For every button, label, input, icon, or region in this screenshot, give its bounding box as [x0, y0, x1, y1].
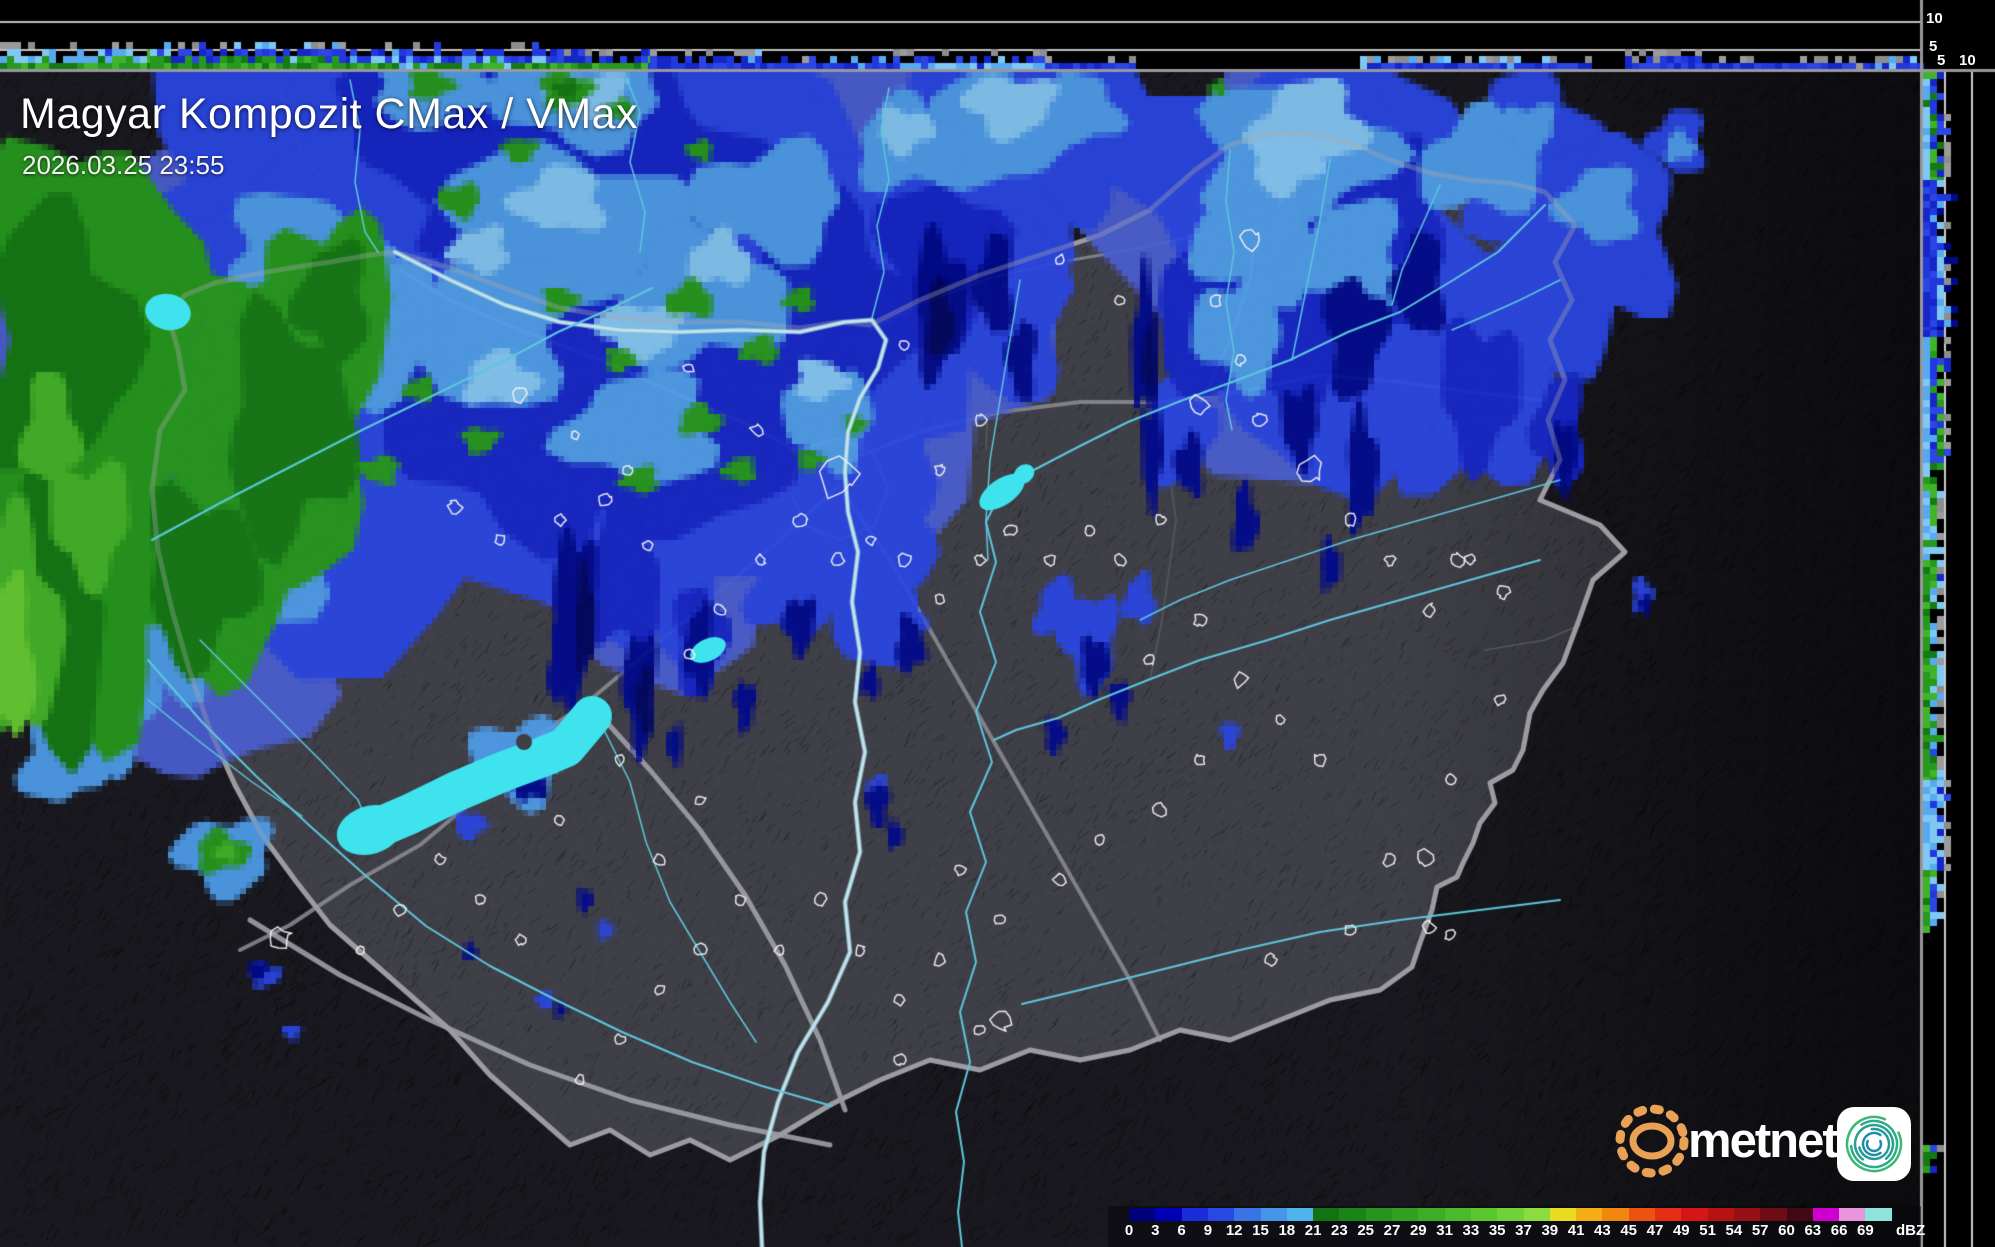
colorbar-cell — [1549, 1208, 1577, 1221]
colorbar-tick: 23 — [1331, 1222, 1348, 1239]
colorbar-cell — [1392, 1208, 1419, 1221]
colorbar-tick: 27 — [1383, 1222, 1401, 1239]
colorbar-cell — [1286, 1208, 1314, 1221]
colorbar-tick: 15 — [1252, 1222, 1269, 1239]
colorbar-cell — [1839, 1208, 1866, 1221]
metnet-sun-icon — [1615, 1104, 1689, 1178]
colorbar-tick: 47 — [1646, 1222, 1664, 1239]
colorbar-tick: 18 — [1278, 1222, 1296, 1239]
top-profile-10km-label: 10 — [1926, 10, 1943, 27]
colorbar-tick: 31 — [1436, 1222, 1453, 1239]
colorbar-cell — [1707, 1208, 1735, 1221]
colorbar-cell — [1576, 1208, 1603, 1221]
colorbar-tick: 43 — [1594, 1222, 1611, 1239]
colorbar-cell — [1155, 1208, 1183, 1221]
colorbar-tick: 60 — [1778, 1222, 1795, 1239]
colorbar-tick: 3 — [1151, 1222, 1160, 1239]
colorbar-tick: 49 — [1672, 1222, 1690, 1239]
colorbar-cell — [1260, 1208, 1288, 1221]
colorbar-tick: 39 — [1541, 1222, 1559, 1239]
colorbar-tick: 66 — [1830, 1222, 1848, 1239]
colorbar-unit-label: dBZ — [1896, 1222, 1926, 1239]
colorbar-cell — [1234, 1208, 1261, 1221]
colorbar-cell — [1444, 1208, 1472, 1221]
colorbar-tick: 63 — [1804, 1222, 1822, 1239]
colorbar-tick: 51 — [1699, 1222, 1716, 1239]
colorbar-cell — [1313, 1208, 1340, 1221]
colorbar-cell — [1602, 1208, 1630, 1221]
colorbar-tick: 37 — [1515, 1222, 1532, 1239]
colorbar: dBZ 0 3 6 9 12 15 18 21 23 25 27 29 31 33 35 37 39 41 43 45… — [1108, 1206, 1925, 1247]
metnet-app-icon — [1837, 1107, 1911, 1181]
colorbar-tick: 54 — [1725, 1222, 1743, 1239]
colorbar-cell — [1523, 1208, 1551, 1221]
colorbar-tick: 35 — [1488, 1222, 1506, 1239]
right-profile-5km-label: 5 — [1937, 52, 1946, 69]
colorbar-tick: 33 — [1462, 1222, 1480, 1239]
colorbar-tick: 9 — [1203, 1222, 1213, 1239]
colorbar-tick: 25 — [1357, 1222, 1375, 1239]
colorbar-cell — [1760, 1208, 1787, 1221]
colorbar-cell — [1865, 1208, 1893, 1221]
colorbar-tick: 29 — [1409, 1222, 1427, 1239]
colorbar-tick: 41 — [1567, 1222, 1585, 1239]
colorbar-tick: 45 — [1620, 1222, 1638, 1239]
metnet-logo: metnet — [1606, 1098, 1839, 1184]
colorbar-cell — [1418, 1208, 1446, 1221]
colorbar-cell — [1497, 1208, 1524, 1221]
colorbar-cell — [1733, 1208, 1761, 1221]
colorbar-tick: 0 — [1124, 1222, 1134, 1239]
colorbar-cell — [1129, 1208, 1156, 1221]
colorbar-cell — [1786, 1208, 1814, 1221]
top-profile-5km-label: 5 — [1929, 38, 1938, 55]
product-timestamp: 2026.03.25 23:55 — [22, 150, 225, 180]
colorbar-cell — [1681, 1208, 1709, 1221]
colorbar-cell — [1812, 1208, 1840, 1221]
colorbar-cell — [1655, 1208, 1682, 1221]
colorbar-cell — [1181, 1208, 1209, 1221]
colorbar-cell — [1207, 1208, 1235, 1221]
colorbar-cell — [1339, 1208, 1367, 1221]
colorbar-cell — [1470, 1208, 1498, 1221]
right-profile-10km-label: 10 — [1959, 52, 1976, 69]
product-title: Magyar Kompozit CMax / VMax — [20, 90, 639, 138]
metnet-wordmark: metnet — [1688, 1114, 1839, 1168]
colorbar-tick: 21 — [1304, 1222, 1322, 1239]
colorbar-tick: 6 — [1177, 1222, 1186, 1239]
colorbar-tick: 57 — [1751, 1222, 1769, 1239]
colorbar-tick: 69 — [1857, 1222, 1874, 1239]
colorbar-tick: 12 — [1225, 1222, 1243, 1239]
colorbar-cell — [1628, 1208, 1656, 1221]
colorbar-cell — [1365, 1208, 1393, 1221]
